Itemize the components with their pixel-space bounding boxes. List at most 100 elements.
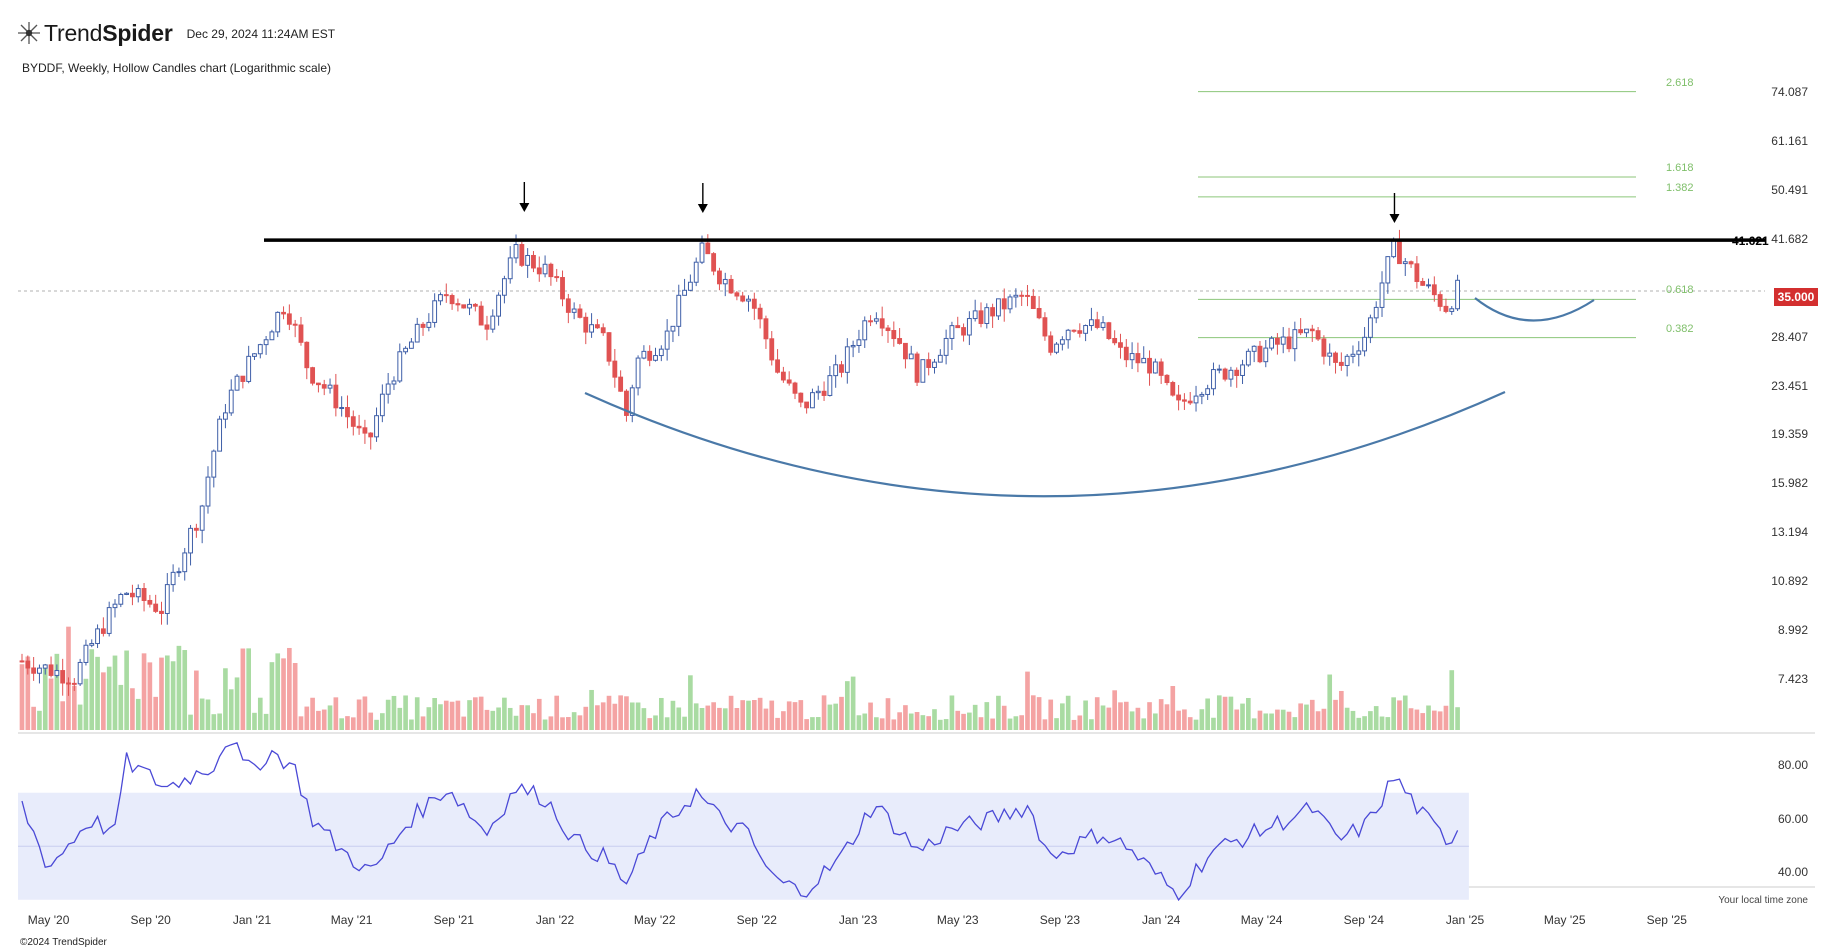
- candle-body: [966, 318, 972, 336]
- volume-bar: [1304, 704, 1309, 730]
- candle-body: [763, 318, 769, 340]
- volume-bar: [781, 711, 786, 730]
- volume-bar: [786, 701, 792, 730]
- candle-body: [199, 505, 205, 531]
- candle-body: [1350, 353, 1356, 357]
- candle-body: [95, 628, 100, 645]
- volume-bar: [914, 712, 920, 730]
- fib-label: 0.618: [1666, 284, 1694, 297]
- candle-body: [972, 310, 978, 320]
- volume-bar: [147, 662, 153, 730]
- price-axis-label: 7.423: [1777, 672, 1808, 687]
- time-axis-label: Sep '20: [130, 913, 171, 927]
- rsi-axis-label: 60.00: [1777, 811, 1808, 826]
- candle-body: [124, 592, 130, 595]
- candle-body: [37, 667, 42, 674]
- volume-bar: [961, 713, 966, 730]
- volume-bar: [356, 699, 362, 730]
- volume-bar: [810, 717, 815, 730]
- volume-bar: [1112, 690, 1117, 730]
- candle-body: [1263, 347, 1269, 363]
- candle-body: [130, 592, 135, 598]
- volume-bar: [978, 717, 984, 730]
- volume-bar: [1013, 716, 1019, 730]
- volume-bar: [926, 716, 932, 730]
- volume-bar: [722, 708, 728, 730]
- candle-body: [164, 584, 170, 614]
- volume-bar: [1251, 718, 1257, 730]
- candle-body: [786, 379, 792, 384]
- candle-body: [362, 427, 368, 434]
- volume-bar: [95, 656, 100, 730]
- volume-bar: [217, 713, 222, 730]
- candle-body: [106, 607, 112, 634]
- volume-bar: [502, 697, 507, 730]
- price-axis-label: 41.682: [1771, 231, 1808, 246]
- volume-bar: [1089, 719, 1094, 730]
- candle-body: [234, 375, 240, 391]
- candle-body: [751, 298, 757, 309]
- volume-bar: [792, 702, 798, 730]
- volume-bar: [327, 705, 333, 730]
- volume-bar: [292, 663, 298, 730]
- candle-body: [1077, 330, 1083, 334]
- time-axis-label: Sep '24: [1343, 913, 1384, 927]
- price-axis-label: 19.359: [1771, 427, 1808, 442]
- resistance-label: 41.621: [1732, 234, 1769, 248]
- volume-bar: [763, 708, 769, 730]
- candle-body: [873, 318, 879, 322]
- volume-bar: [1321, 708, 1327, 730]
- volume-bar: [1182, 709, 1187, 730]
- candle-body: [391, 380, 397, 385]
- candle-body: [1356, 350, 1362, 355]
- candle-body: [920, 359, 926, 383]
- volume-bar: [77, 704, 83, 730]
- volume-bar: [1077, 715, 1083, 730]
- candle-body: [949, 325, 955, 339]
- candle-body: [856, 339, 862, 346]
- volume-bar: [937, 719, 943, 730]
- down-arrow-head: [697, 204, 708, 213]
- down-arrow-head: [519, 203, 530, 212]
- volume-bar: [1426, 705, 1431, 730]
- volume-bar: [1083, 700, 1088, 730]
- volume-bar: [1292, 717, 1298, 730]
- time-axis-label: May '23: [936, 913, 979, 927]
- candle-body: [246, 355, 252, 382]
- volume-bar: [345, 716, 350, 730]
- candle-body: [188, 527, 193, 554]
- volume-bar: [571, 712, 577, 730]
- candle-body: [321, 384, 327, 389]
- handle-curve: [1474, 297, 1595, 322]
- candle-body: [467, 303, 472, 309]
- candle-body: [1292, 329, 1298, 350]
- volume-bar: [589, 689, 594, 730]
- candle-body: [1234, 369, 1240, 376]
- trendspider-logo-icon: [18, 22, 40, 44]
- price-axis-label: 8.992: [1777, 623, 1808, 638]
- candle-body: [798, 392, 804, 403]
- volume-bar: [1298, 703, 1303, 730]
- candle-body: [339, 407, 345, 410]
- candle-body: [903, 342, 908, 360]
- candle-body: [1118, 342, 1123, 348]
- timezone-note[interactable]: Your local time zone: [1718, 895, 1808, 906]
- rsi-line: [21, 741, 1459, 902]
- time-axis-label: May '22: [633, 913, 676, 927]
- candle-body: [1437, 294, 1443, 307]
- candle-body: [1455, 279, 1460, 310]
- candle-body: [1054, 343, 1059, 353]
- volume-bar: [862, 713, 868, 730]
- volume-bar: [740, 700, 746, 730]
- time-axis-label: May '24: [1240, 913, 1283, 927]
- volume-bar: [211, 714, 217, 730]
- candle-body: [565, 298, 571, 313]
- candle-body: [1321, 338, 1327, 357]
- candle-body: [804, 401, 810, 409]
- volume-bar: [199, 698, 205, 730]
- volume-bar: [612, 703, 618, 730]
- volume-bar: [1234, 709, 1240, 730]
- volume-bar: [542, 719, 548, 730]
- candle-body: [1449, 308, 1455, 312]
